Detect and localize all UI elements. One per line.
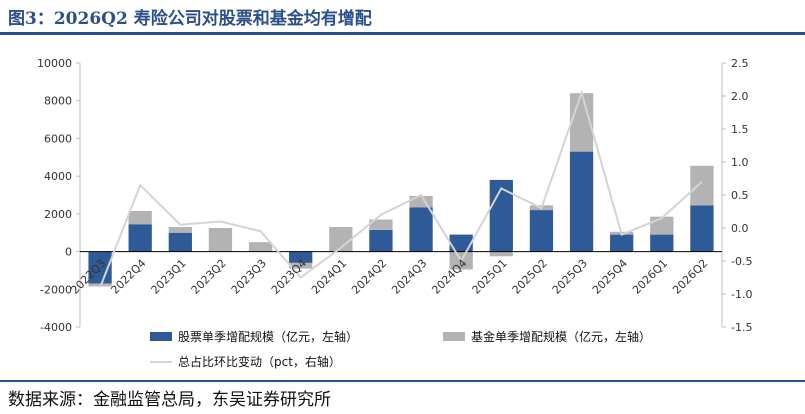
right-tick-label: 1.0 (731, 156, 749, 169)
stock-bar (650, 234, 674, 252)
category-label: 2024Q4 (429, 257, 469, 297)
category-label: 2025Q3 (550, 257, 590, 297)
category-label: 2026Q2 (670, 257, 710, 297)
right-tick-label: 0.0 (731, 222, 749, 235)
left-tick-label: 10000 (37, 57, 72, 70)
stock-bar (489, 179, 513, 252)
stock-bar (128, 224, 152, 252)
category-label: 2023Q2 (189, 257, 229, 297)
stock-bar (449, 234, 473, 252)
left-tick-label: -2000 (40, 283, 72, 296)
stock-bar (529, 210, 554, 252)
fund-bar (168, 227, 192, 233)
fund-bar (128, 211, 152, 225)
source-rule (0, 380, 805, 382)
category-label: 2025Q1 (470, 257, 510, 297)
category-label: 2023Q1 (149, 257, 189, 297)
right-tick-label: 1.5 (731, 123, 749, 136)
right-tick-label: -1.0 (731, 288, 752, 301)
category-label: 2026Q1 (630, 257, 670, 297)
fund-bar (248, 242, 273, 252)
stock-bar (610, 234, 634, 252)
category-label: 2025Q4 (590, 257, 630, 297)
legend-swatch-stock (150, 332, 172, 341)
right-tick-label: 2.5 (731, 57, 749, 70)
legend-swatch-fund (443, 332, 465, 341)
left-tick-label: -4000 (40, 321, 72, 334)
legend-label-ratio: 总占比环比变动（pct，右轴） (178, 354, 341, 369)
title-rule (0, 32, 805, 35)
legend-label-stock: 股票单季增配规模（亿元，左轴） (178, 329, 358, 344)
left-tick-label: 0 (65, 246, 72, 259)
data-source: 数据来源：金融监管总局，东吴证券研究所 (8, 390, 331, 410)
right-tick-label: -1.5 (731, 321, 752, 334)
fund-bar (208, 228, 233, 252)
stock-bar (690, 205, 714, 252)
category-label: 2024Q2 (349, 257, 389, 297)
category-label: 2024Q3 (389, 257, 429, 297)
stock-bar (409, 207, 433, 252)
fund-bar (329, 227, 353, 252)
fund-bar (489, 251, 513, 257)
left-tick-label: 4000 (44, 170, 72, 183)
stock-bar (88, 251, 112, 284)
left-tick-label: 2000 (44, 208, 72, 221)
fund-bar (369, 219, 393, 230)
category-label: 2023Q3 (229, 257, 269, 297)
category-label: 2024Q1 (309, 257, 349, 297)
stock-bar (369, 229, 393, 252)
stock-bar (289, 251, 313, 263)
chart: -4000 -2000 0 2000 4000 6000 8000 10000 -1.5 -1.0… (37, 57, 752, 369)
category-label: 2022Q4 (108, 257, 148, 297)
stock-bar (168, 232, 192, 252)
fund-bar (650, 216, 674, 235)
ratio-change-line (99, 89, 703, 288)
right-tick-label: -0.5 (731, 255, 752, 268)
left-tick-label: 6000 (44, 132, 72, 145)
fund-bar (690, 165, 714, 206)
right-tick-label: 0.5 (731, 189, 749, 202)
category-label: 2025Q2 (510, 257, 550, 297)
fund-bar (289, 262, 313, 269)
legend-label-fund: 基金单季增配规模（亿元，左轴） (471, 329, 651, 344)
right-tick-label: 2.0 (731, 90, 749, 103)
fund-bar (409, 195, 433, 208)
left-tick-label: 8000 (44, 95, 72, 108)
stock-bar (569, 151, 594, 252)
figure-title: 图3：2026Q2 寿险公司对股票和基金均有增配 (8, 9, 372, 29)
